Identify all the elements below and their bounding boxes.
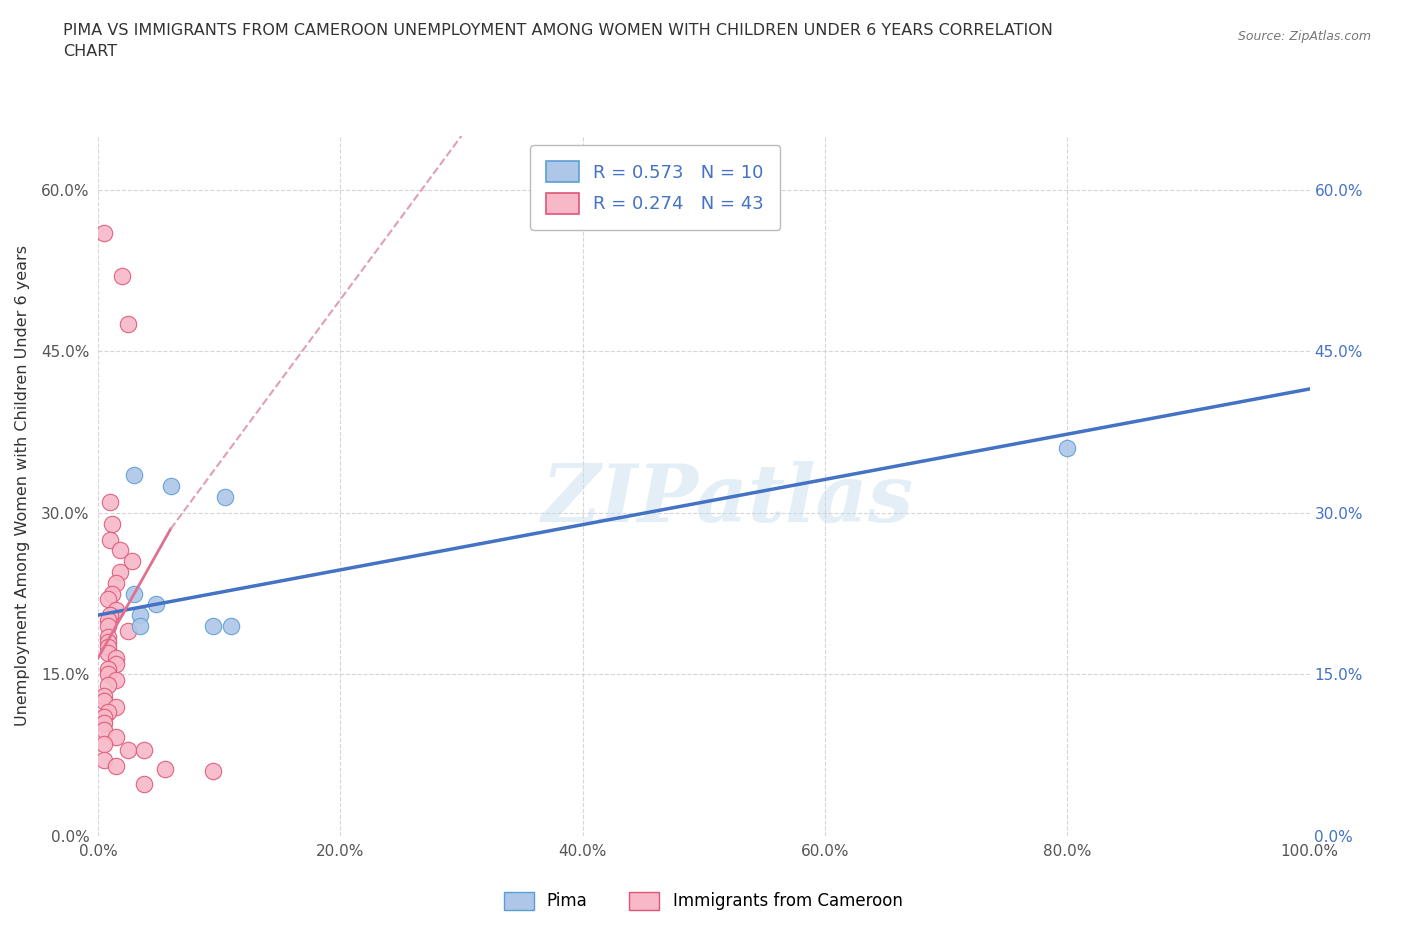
Point [105, 576, 128, 591]
Point [98, 607, 121, 622]
Text: Source: ZipAtlas.com: Source: ZipAtlas.com [1237, 30, 1371, 43]
Point [105, 657, 128, 671]
Point [97, 640, 120, 655]
Point [105, 729, 128, 744]
Point [97, 661, 120, 676]
Point [214, 489, 236, 504]
Point [145, 597, 167, 612]
Point [97, 618, 120, 633]
Point [129, 607, 152, 622]
Point [121, 554, 143, 569]
Point [108, 543, 131, 558]
Point [202, 618, 225, 633]
Point [111, 269, 134, 284]
Point [97, 591, 120, 606]
Point [105, 651, 128, 666]
Point [117, 624, 139, 639]
Point [93, 688, 115, 703]
Point [117, 317, 139, 332]
Point [129, 618, 152, 633]
Point [93, 694, 115, 709]
Point [105, 699, 128, 714]
Point [93, 753, 115, 768]
Point [97, 630, 120, 644]
Point [93, 710, 115, 724]
Point [101, 586, 124, 601]
Y-axis label: Unemployment Among Women with Children Under 6 years: Unemployment Among Women with Children U… [15, 246, 30, 726]
Point [132, 777, 155, 791]
Point [97, 634, 120, 649]
Point [97, 705, 120, 720]
Point [124, 586, 146, 601]
Point [97, 678, 120, 693]
Text: PIMA VS IMMIGRANTS FROM CAMEROON UNEMPLOYMENT AMONG WOMEN WITH CHILDREN UNDER 6 : PIMA VS IMMIGRANTS FROM CAMEROON UNEMPLO… [63, 23, 1053, 60]
Point [153, 762, 176, 777]
Text: ZIPatlas: ZIPatlas [541, 461, 914, 538]
Point [159, 478, 181, 493]
Point [98, 495, 121, 510]
Point [132, 742, 155, 757]
Point [108, 565, 131, 579]
Point [97, 667, 120, 682]
Point [105, 672, 128, 687]
Point [105, 759, 128, 774]
Point [98, 532, 121, 547]
Point [93, 737, 115, 751]
Legend: R = 0.573   N = 10, R = 0.274   N = 43: R = 0.573 N = 10, R = 0.274 N = 43 [530, 145, 780, 230]
Point [117, 742, 139, 757]
Point [97, 645, 120, 660]
Point [93, 715, 115, 730]
Point [105, 603, 128, 618]
Point [93, 723, 115, 737]
Point [124, 468, 146, 483]
Point [101, 516, 124, 531]
Point [93, 225, 115, 240]
Point [202, 764, 225, 778]
Point [219, 618, 242, 633]
Legend: Pima, Immigrants from Cameroon: Pima, Immigrants from Cameroon [496, 885, 910, 917]
Point [97, 613, 120, 628]
Point [1056, 441, 1078, 456]
